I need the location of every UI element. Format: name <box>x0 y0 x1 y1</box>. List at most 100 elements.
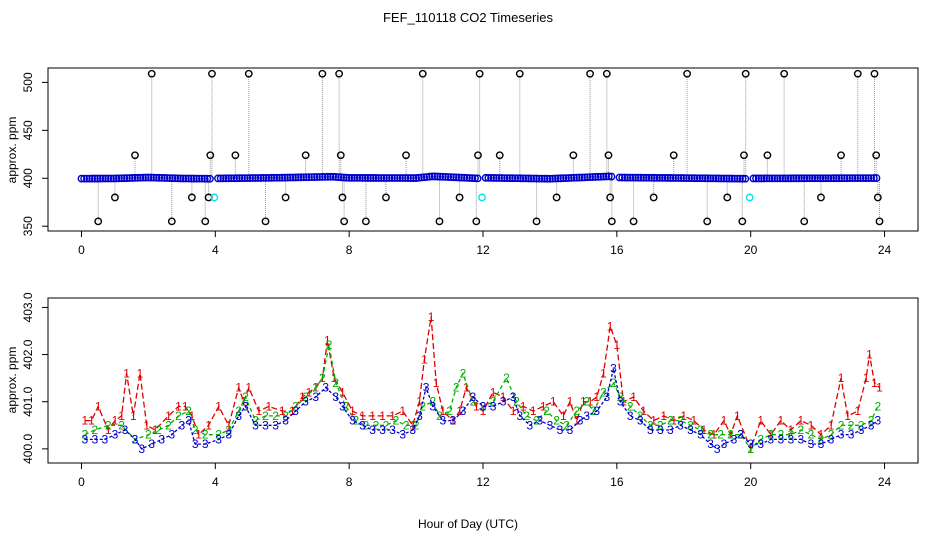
raw-point <box>449 173 458 182</box>
raw-point <box>385 174 394 182</box>
series-2-marker: 2 <box>523 409 530 423</box>
series-1-marker: 1 <box>530 404 537 418</box>
series-2-marker: 2 <box>342 399 349 413</box>
series-2-marker: 2 <box>453 381 460 395</box>
bottom-xtick-label: 20 <box>744 475 758 489</box>
series-2-marker: 2 <box>637 409 644 423</box>
raw-point <box>125 174 134 182</box>
raw-point <box>540 174 549 183</box>
raw-point <box>495 174 503 182</box>
series-2-marker: 2 <box>429 395 436 409</box>
raw-point <box>521 174 530 183</box>
series-1-marker: 1 <box>630 390 637 404</box>
series-1-marker: 1 <box>450 414 457 428</box>
raw-point <box>256 174 265 182</box>
spike-point <box>111 193 119 202</box>
raw-point <box>165 174 174 183</box>
raw-point <box>674 174 683 182</box>
series-1-marker: 1 <box>844 409 851 423</box>
raw-point <box>650 173 659 182</box>
series-1-marker: 1 <box>510 404 517 418</box>
raw-point <box>404 174 412 182</box>
series-2-marker: 2 <box>657 418 664 432</box>
raw-point <box>152 173 161 182</box>
raw-point <box>693 174 702 183</box>
raw-point <box>342 173 351 182</box>
series-3-marker: 3 <box>349 414 356 428</box>
series-2-marker: 2 <box>319 371 326 385</box>
raw-point <box>489 174 498 182</box>
bottom-ytick-label: 403.0 <box>21 292 35 322</box>
series-1-marker: 1 <box>854 404 861 418</box>
raw-point <box>406 174 415 182</box>
series-2-marker: 2 <box>533 414 540 428</box>
raw-point <box>770 174 779 183</box>
raw-point <box>96 174 105 183</box>
raw-point <box>473 174 482 183</box>
raw-point <box>230 174 238 183</box>
series-1-marker: 1 <box>324 333 331 347</box>
raw-point <box>417 173 426 182</box>
spike-point <box>800 217 809 226</box>
series-3-marker: 3 <box>302 395 309 409</box>
raw-point <box>714 174 723 183</box>
spike-point <box>683 69 692 78</box>
raw-point <box>722 174 731 183</box>
series-2-marker: 2 <box>600 385 607 399</box>
series-1-marker: 1 <box>456 404 463 418</box>
raw-point <box>669 174 677 182</box>
raw-point <box>203 174 212 183</box>
raw-point <box>794 174 803 183</box>
raw-point <box>433 172 442 181</box>
raw-point <box>618 173 627 182</box>
top-ytick-label: 450 <box>21 120 35 140</box>
raw-point <box>535 174 544 183</box>
raw-point <box>720 174 728 183</box>
raw-point <box>604 172 613 181</box>
raw-point <box>695 174 704 183</box>
series-3-marker: 3 <box>747 437 754 451</box>
raw-point <box>615 173 624 182</box>
series-1-marker: 1 <box>112 414 119 428</box>
series-3-marker: 3 <box>148 437 155 451</box>
series-1-marker: 1 <box>540 399 547 413</box>
raw-point <box>505 174 514 183</box>
spike-point <box>738 217 747 226</box>
raw-point <box>160 174 169 182</box>
spike-point <box>472 217 481 226</box>
raw-point <box>492 174 501 182</box>
series-3-marker: 3 <box>828 432 835 446</box>
raw-point <box>634 173 643 182</box>
series-1-marker: 1 <box>205 418 212 432</box>
series-1-marker: 1 <box>175 399 182 413</box>
series-1-marker: 1 <box>319 371 326 385</box>
raw-point <box>307 173 316 182</box>
raw-point <box>819 174 827 183</box>
series-2-line <box>84 344 879 450</box>
spike-point <box>201 217 210 226</box>
raw-point <box>754 174 763 183</box>
spike-point <box>335 69 344 78</box>
series-1-marker: 1 <box>690 414 697 428</box>
spike-point <box>336 151 345 160</box>
series-3-marker: 3 <box>637 414 644 428</box>
spike-point <box>402 151 410 160</box>
raw-point <box>666 174 675 182</box>
raw-point <box>93 174 102 183</box>
raw-point <box>781 174 790 183</box>
series-2-marker: 2 <box>155 423 162 437</box>
raw-point <box>329 172 337 181</box>
series-3-marker: 3 <box>687 423 694 437</box>
series-2-marker: 2 <box>105 418 112 432</box>
raw-point <box>77 174 86 183</box>
series-1-marker: 1 <box>266 399 273 413</box>
raw-point <box>639 173 648 182</box>
raw-point <box>481 173 490 182</box>
series-1-marker: 1 <box>580 395 587 409</box>
series-1-marker: 1 <box>620 395 627 409</box>
series-2-marker: 2 <box>92 423 99 437</box>
series-1-marker: 1 <box>560 409 567 423</box>
spike-point <box>187 193 196 202</box>
series-2-marker: 2 <box>118 418 125 432</box>
bottom-xtick-label: 12 <box>476 475 490 489</box>
